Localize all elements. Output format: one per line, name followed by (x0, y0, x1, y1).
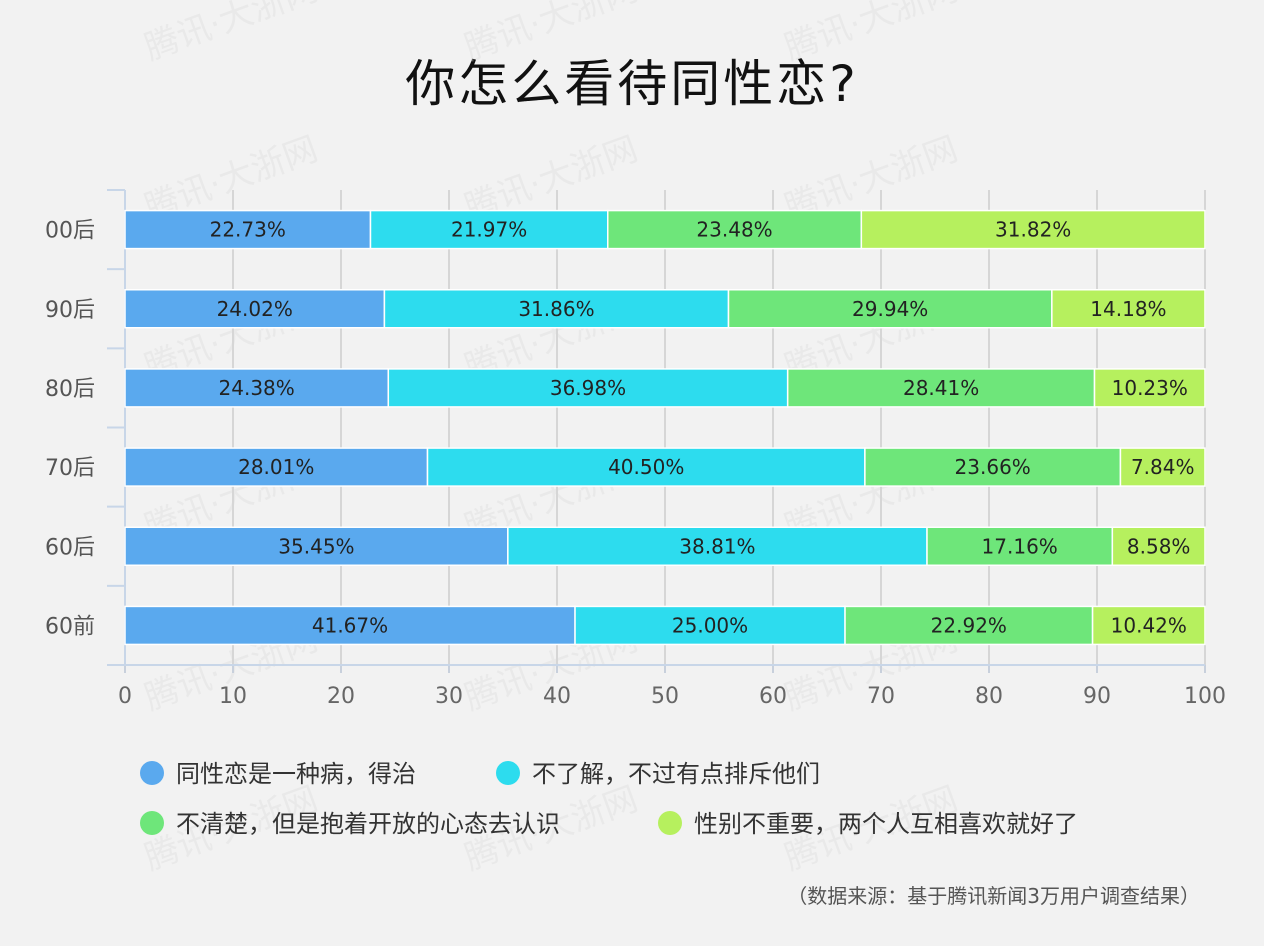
legend-swatch-2 (140, 811, 164, 835)
bar-4-1 (507, 526, 928, 566)
xtick-label-50: 50 (651, 684, 679, 709)
data-label-2-3: 10.23% (1112, 376, 1188, 400)
data-label-0-2: 23.48% (696, 218, 772, 242)
data-label-0-0: 22.73% (210, 218, 286, 242)
bar-3-3 (1119, 447, 1206, 487)
data-label-5-0: 41.67% (312, 613, 388, 637)
bar-1-2 (727, 289, 1053, 329)
watermark-0: 腾讯·大浙网 (139, 0, 323, 68)
bar-0-1 (369, 209, 609, 250)
data-label-5-2: 22.92% (931, 613, 1007, 637)
category-label-2: 80后 (45, 377, 95, 402)
data-label-2-2: 28.41% (903, 376, 979, 400)
legend-label-2: 不清楚，但是抱着开放的心态去认识 (176, 810, 560, 838)
xtick-label-40: 40 (543, 684, 571, 709)
bar-1-1 (383, 289, 730, 329)
bar-0-3 (860, 209, 1206, 250)
data-label-3-2: 23.66% (955, 455, 1031, 479)
data-label-5-1: 25.00% (672, 613, 748, 637)
bars: 00后 22.73% 21.97% 23.48% 31.82% 90后 24.02% 31.8… (45, 209, 1206, 646)
data-label-5-3: 10.42% (1111, 613, 1187, 637)
data-label-4-0: 35.45% (278, 534, 354, 558)
legend-swatch-1 (496, 761, 520, 785)
bar-2-1 (387, 368, 789, 408)
data-label-4-1: 38.81% (679, 534, 755, 558)
xtick-label-20: 20 (327, 684, 355, 709)
data-label-3-0: 28.01% (238, 455, 314, 479)
data-label-1-2: 29.94% (852, 297, 928, 321)
bar-3-2 (864, 447, 1122, 487)
bar-4-3 (1111, 526, 1206, 566)
bar-4-0 (124, 526, 509, 566)
data-label-1-1: 31.86% (518, 297, 594, 321)
bar-1-0 (124, 289, 386, 329)
legend-label-1: 不了解，不过有点排斥他们 (532, 760, 820, 788)
xtick-label-30: 30 (435, 684, 463, 709)
bar-5-1 (574, 605, 846, 646)
category-label-0: 00后 (45, 219, 95, 244)
watermark-1: 腾讯·大浙网 (459, 0, 643, 68)
category-label-3: 70后 (45, 456, 95, 481)
data-label-0-3: 31.82% (995, 218, 1071, 242)
bar-1-3 (1051, 289, 1206, 329)
data-label-4-3: 8.58% (1127, 534, 1191, 558)
data-label-1-0: 24.02% (217, 297, 293, 321)
chart-title: 你怎么看待同性恋? (405, 55, 859, 113)
grid-lines: 0 10 20 30 40 50 60 70 80 90 100 (118, 190, 1226, 709)
xtick-label-0: 0 (118, 684, 132, 709)
data-label-3-3: 7.84% (1131, 455, 1195, 479)
xtick-label-80: 80 (975, 684, 1003, 709)
source-note: （数据来源：基于腾讯新闻3万用户调查结果） (787, 884, 1200, 908)
data-label-3-1: 40.50% (608, 455, 684, 479)
data-label-4-2: 17.16% (982, 534, 1058, 558)
data-label-0-1: 21.97% (451, 218, 527, 242)
xtick-label-70: 70 (867, 684, 895, 709)
bar-5-0 (124, 605, 576, 646)
bar-5-3 (1091, 605, 1206, 646)
xtick-label-100: 100 (1184, 684, 1226, 709)
bar-4-2 (926, 526, 1114, 566)
bar-2-3 (1093, 368, 1206, 408)
category-label-1: 90后 (45, 298, 95, 323)
axes (107, 189, 1205, 666)
bar-0-0 (124, 209, 372, 250)
legend-label-0: 同性恋是一种病，得治 (176, 760, 416, 788)
category-label-4: 60后 (45, 535, 95, 560)
xtick-label-90: 90 (1083, 684, 1111, 709)
xtick-label-60: 60 (759, 684, 787, 709)
bar-0-2 (607, 209, 863, 250)
data-label-2-1: 36.98% (550, 376, 626, 400)
bar-5-2 (844, 605, 1094, 646)
bar-3-1 (426, 447, 866, 487)
xtick-label-10: 10 (219, 684, 247, 709)
legend-swatch-0 (140, 761, 164, 785)
data-label-1-3: 14.18% (1090, 297, 1166, 321)
data-label-2-0: 24.38% (219, 376, 295, 400)
category-label-5: 60前 (45, 614, 95, 639)
watermark-2: 腾讯·大浙网 (779, 0, 963, 68)
legend-swatch-3 (658, 811, 682, 835)
legend-label-3: 性别不重要，两个人互相喜欢就好了 (694, 810, 1078, 838)
